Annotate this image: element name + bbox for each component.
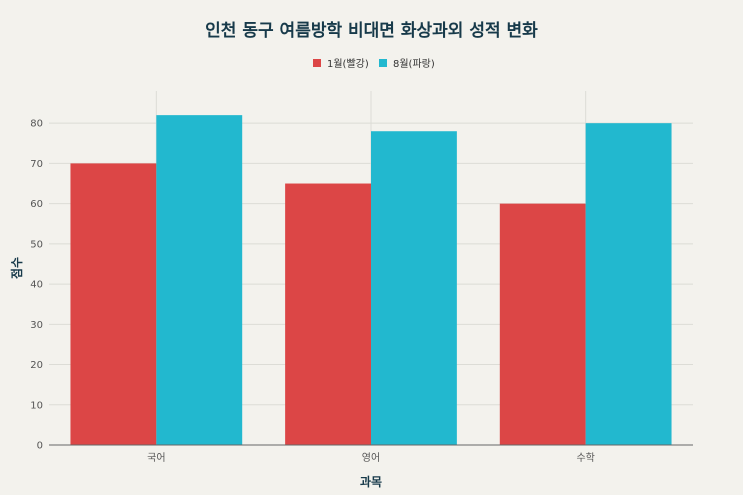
x-axis-title: 과목 — [360, 474, 382, 489]
y-axis-title: 점수 — [9, 257, 24, 279]
y-tick-labels: 0 10 20 30 40 50 60 70 80 — [30, 119, 43, 452]
legend-swatch-series-2 — [379, 59, 387, 67]
y-tick-label-20: 20 — [30, 360, 43, 371]
legend-label-series-1: 1월(빨강) — [327, 58, 369, 70]
y-tick-label-0: 0 — [37, 441, 43, 452]
legend-swatch-series-1 — [313, 59, 321, 67]
bar-jan-0 — [70, 163, 157, 445]
x-tick-label-2: 수학 — [576, 452, 594, 464]
y-tick-label-30: 30 — [30, 320, 43, 331]
y-tick-label-70: 70 — [30, 159, 43, 170]
y-tick-label-60: 60 — [30, 199, 43, 210]
x-tick-label-0: 국어 — [147, 452, 165, 464]
bar-aug-0 — [156, 115, 243, 446]
y-tick-label-80: 80 — [30, 119, 43, 130]
x-tick-label-1: 영어 — [362, 452, 380, 464]
bar-jan-1 — [285, 183, 371, 446]
y-tick-label-40: 40 — [30, 280, 43, 291]
bar-aug-2 — [585, 123, 672, 445]
x-tick-labels: 국어 영어 수학 — [147, 452, 595, 464]
chart-title: 인천 동구 여름방학 비대면 화상과외 성적 변화 — [205, 21, 538, 41]
bar-jan-2 — [499, 203, 586, 445]
y-tick-label-10: 10 — [30, 400, 43, 411]
legend: 1월(빨강) 8월(파랑) — [313, 58, 435, 70]
bar-aug-1 — [371, 131, 457, 445]
y-tick-label-50: 50 — [30, 239, 43, 250]
bars — [70, 115, 672, 446]
legend-label-series-2: 8월(파랑) — [393, 58, 435, 70]
